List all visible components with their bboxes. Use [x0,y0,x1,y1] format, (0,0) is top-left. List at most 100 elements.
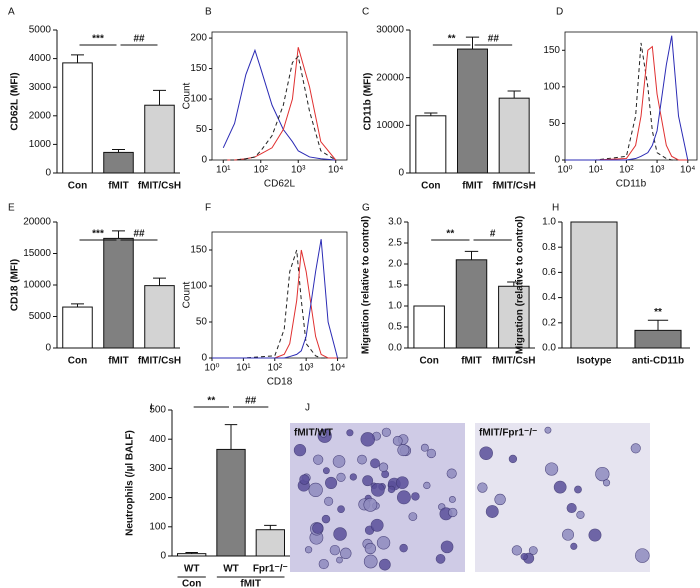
bar [62,306,93,349]
bar [103,151,134,174]
x-tick-label: Fpr1⁻/⁻ [253,564,288,575]
significance: ## [488,34,500,45]
cell [308,482,323,497]
cell [408,512,418,521]
cell [364,542,377,555]
cell [602,479,611,487]
micrograph-bg [290,423,465,572]
cell [595,466,610,482]
y-tick-label: 3.0 [388,217,402,228]
bar [634,329,682,349]
y-tick-label: 2000 [29,110,52,121]
y-tick-label: 0 [45,168,51,179]
error-bar [507,281,521,287]
x-tick-label: Con [68,356,87,367]
y-axis-label: Neutrophils (/µl BALF) [125,430,136,536]
cell [528,546,538,555]
cell [396,490,411,505]
bar [255,529,285,557]
micrograph: fMIT/WT [290,423,465,572]
cell [371,482,385,497]
y-tick-label: 0 [201,155,207,166]
y-tick-label: 2.0 [388,259,402,270]
x-tick-label: fMIT [108,356,129,367]
bar [144,104,175,174]
error-bar [264,524,277,530]
y-tick-label: 50 [549,118,561,129]
x-tick-label: 10¹ [588,165,603,176]
cell [448,507,458,518]
cell [479,446,493,461]
significance: ## [245,396,257,407]
plot-frame [211,31,348,161]
histogram-line [223,55,336,161]
bar [498,285,530,349]
plot-frame [564,31,698,161]
y-tick-label: 20000 [376,72,404,83]
error-bar [647,319,669,331]
panel-letter: J [305,403,310,414]
x-tick-label: 10¹ [236,363,251,374]
cell [635,548,650,563]
x-tick-label: WT [223,564,239,575]
x-tick-label: 10⁴ [330,363,345,374]
x-tick-label: 10⁰ [204,363,219,374]
significance: ## [133,229,145,240]
y-tick-label: 50 [196,124,208,135]
histogram-line [565,35,689,161]
y-tick-label: 0.2 [542,317,556,328]
cell [325,476,338,489]
cell [446,468,457,479]
cell [324,496,334,506]
group-label: Con [182,579,201,588]
x-tick-label: fMIT/CsH [138,181,181,192]
x-axis-label: CD18 [267,377,293,388]
micrograph-label: fMIT/WT [294,428,333,439]
bar [62,62,93,174]
x-tick-label: anti-CD11b [632,356,684,367]
x-tick-label: 10² [619,165,634,176]
significance: ** [448,34,456,45]
error-bar [153,89,166,106]
cell [376,536,391,550]
cell [448,496,456,503]
x-tick-label: 10¹ [216,165,231,176]
x-axis-label: CD62L [264,179,296,190]
x-tick-label: Con [419,356,438,367]
error-bar [224,424,238,450]
y-axis-label: Count [182,281,193,308]
cell [313,454,324,465]
bar [457,48,488,174]
panel-letter: C [362,7,369,18]
panel-letter: B [205,7,212,18]
x-tick-label: fMIT [462,181,483,192]
bar [103,237,134,349]
y-tick-label: 2.5 [388,238,402,249]
y-tick-label: 5000 [29,25,52,36]
cell [299,474,310,485]
y-tick-label: 3000 [29,82,52,93]
cell [411,492,420,501]
bar [177,553,207,557]
error-bar [112,149,125,153]
cell [340,547,352,560]
y-axis-label: CD62L (MFI) [10,72,21,130]
cell [304,546,313,554]
significance: ## [133,34,145,45]
bar [570,221,618,349]
panel-letter: F [205,203,211,214]
y-tick-label: 0.0 [542,343,556,354]
significance: *** [92,34,104,45]
y-tick-label: 100 [149,521,166,532]
bar [144,285,175,349]
cell [435,554,446,564]
y-tick-label: 0.6 [542,267,556,278]
error-bar [185,551,198,554]
cell [485,505,499,518]
x-tick-label: 10⁴ [328,165,343,176]
y-tick-label: 100 [190,94,207,105]
cell [399,543,408,553]
error-bar [153,277,166,286]
bar [498,97,530,174]
y-tick-label: 10000 [376,120,404,131]
